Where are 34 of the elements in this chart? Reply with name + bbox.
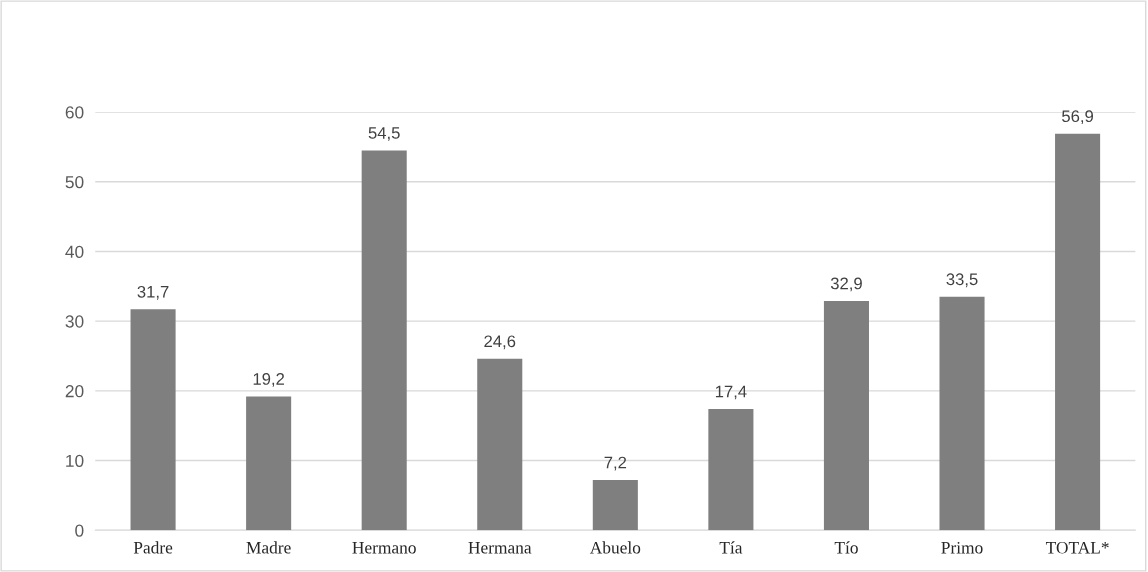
x-tick-label: Madre [246, 541, 291, 554]
y-tick-label: 60 [65, 106, 84, 119]
data-label: 19,2 [253, 373, 285, 387]
x-tick-label: Padre [133, 541, 173, 554]
x-tick-label: Abuelo [589, 541, 641, 554]
bar [477, 358, 523, 531]
x-tick-label: Primo [941, 541, 983, 554]
x-tick-label: Hermana [468, 542, 532, 554]
data-label: 54,5 [368, 127, 400, 141]
y-tick-label: 0 [75, 524, 84, 537]
y-tick-label: 20 [65, 385, 84, 398]
bar [361, 150, 407, 531]
bar [1055, 133, 1101, 531]
bar [130, 309, 176, 531]
data-label: 24,6 [484, 335, 516, 350]
data-label: 32,9 [830, 277, 862, 292]
x-tick-label: Tía [719, 541, 743, 554]
y-tick-label: 30 [65, 315, 84, 328]
y-tick-label: 10 [66, 454, 84, 468]
data-label: 56,9 [1062, 110, 1094, 125]
bar [823, 300, 869, 531]
y-tick-label: 40 [65, 245, 84, 258]
x-tick-label: Hermano [352, 542, 416, 554]
x-tick-label: Tío [834, 541, 858, 554]
y-tick-label: 50 [65, 175, 84, 189]
bar [939, 296, 985, 531]
data-label: 7,2 [604, 456, 627, 471]
x-tick-label: TOTAL* [1045, 541, 1109, 554]
data-label: 33,5 [946, 273, 978, 288]
data-label: 17,4 [715, 385, 747, 400]
data-label: 31,7 [137, 285, 169, 300]
bar [246, 396, 292, 531]
bar [708, 408, 754, 531]
bar [592, 480, 638, 531]
